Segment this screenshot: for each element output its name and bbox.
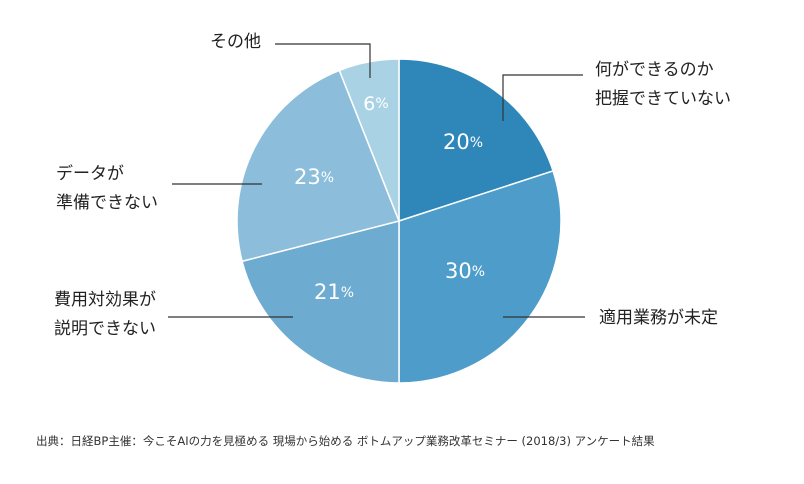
label-application-undecided: 適用業務が未定 [599, 304, 718, 333]
slice-data-not-ready [236, 69, 401, 263]
label-other: その他 [210, 28, 261, 57]
percent-value: 21 [314, 280, 341, 304]
percent-value: 6 [363, 93, 375, 115]
label-data-not-ready-line1: データが [56, 164, 124, 184]
slice-other [338, 58, 400, 222]
percent-labels: 20%30%21%23%6% [294, 93, 485, 305]
slice-cost-effectiveness [241, 220, 400, 384]
label-cost-effectiveness-line2: 説明できない [54, 319, 156, 339]
source-note: 出典：日経BP主催：今こそAIの力を見極める 現場から始める ボトムアップ業務改… [36, 434, 655, 448]
label-cost-effectiveness-line1: 費用対効果が [54, 290, 156, 310]
label-application-undecided-line1: 適用業務が未定 [599, 308, 718, 328]
percent-label: 30% [445, 259, 485, 283]
percent-unit: % [321, 170, 334, 186]
percent-label: 20% [443, 130, 483, 154]
label-data-not-ready: データが 準備できない [56, 160, 158, 218]
percent-value: 23 [294, 165, 321, 189]
slice-what-possible [398, 58, 555, 223]
pie-slices [236, 58, 562, 384]
percent-label: 21% [314, 280, 354, 304]
percent-value: 20 [443, 130, 470, 154]
label-what-possible-line1: 何ができるのか [595, 60, 714, 80]
label-other-line1: その他 [210, 32, 261, 52]
percent-unit: % [470, 135, 483, 151]
label-what-possible-line2: 把握できていない [595, 89, 731, 109]
leader-line [275, 43, 371, 78]
leader-line [502, 74, 583, 121]
percent-unit: % [472, 264, 485, 280]
label-what-possible: 何ができるのか 把握できていない [595, 56, 731, 114]
percent-value: 30 [445, 259, 472, 283]
slice-application-undecided [398, 169, 562, 384]
percent-label: 23% [294, 165, 334, 189]
percent-label: 6% [363, 93, 388, 115]
percent-unit: % [375, 96, 388, 112]
label-cost-effectiveness: 費用対効果が 説明できない [54, 286, 156, 344]
percent-unit: % [341, 285, 354, 301]
leader-lines [168, 43, 585, 318]
label-data-not-ready-line2: 準備できない [56, 193, 158, 213]
